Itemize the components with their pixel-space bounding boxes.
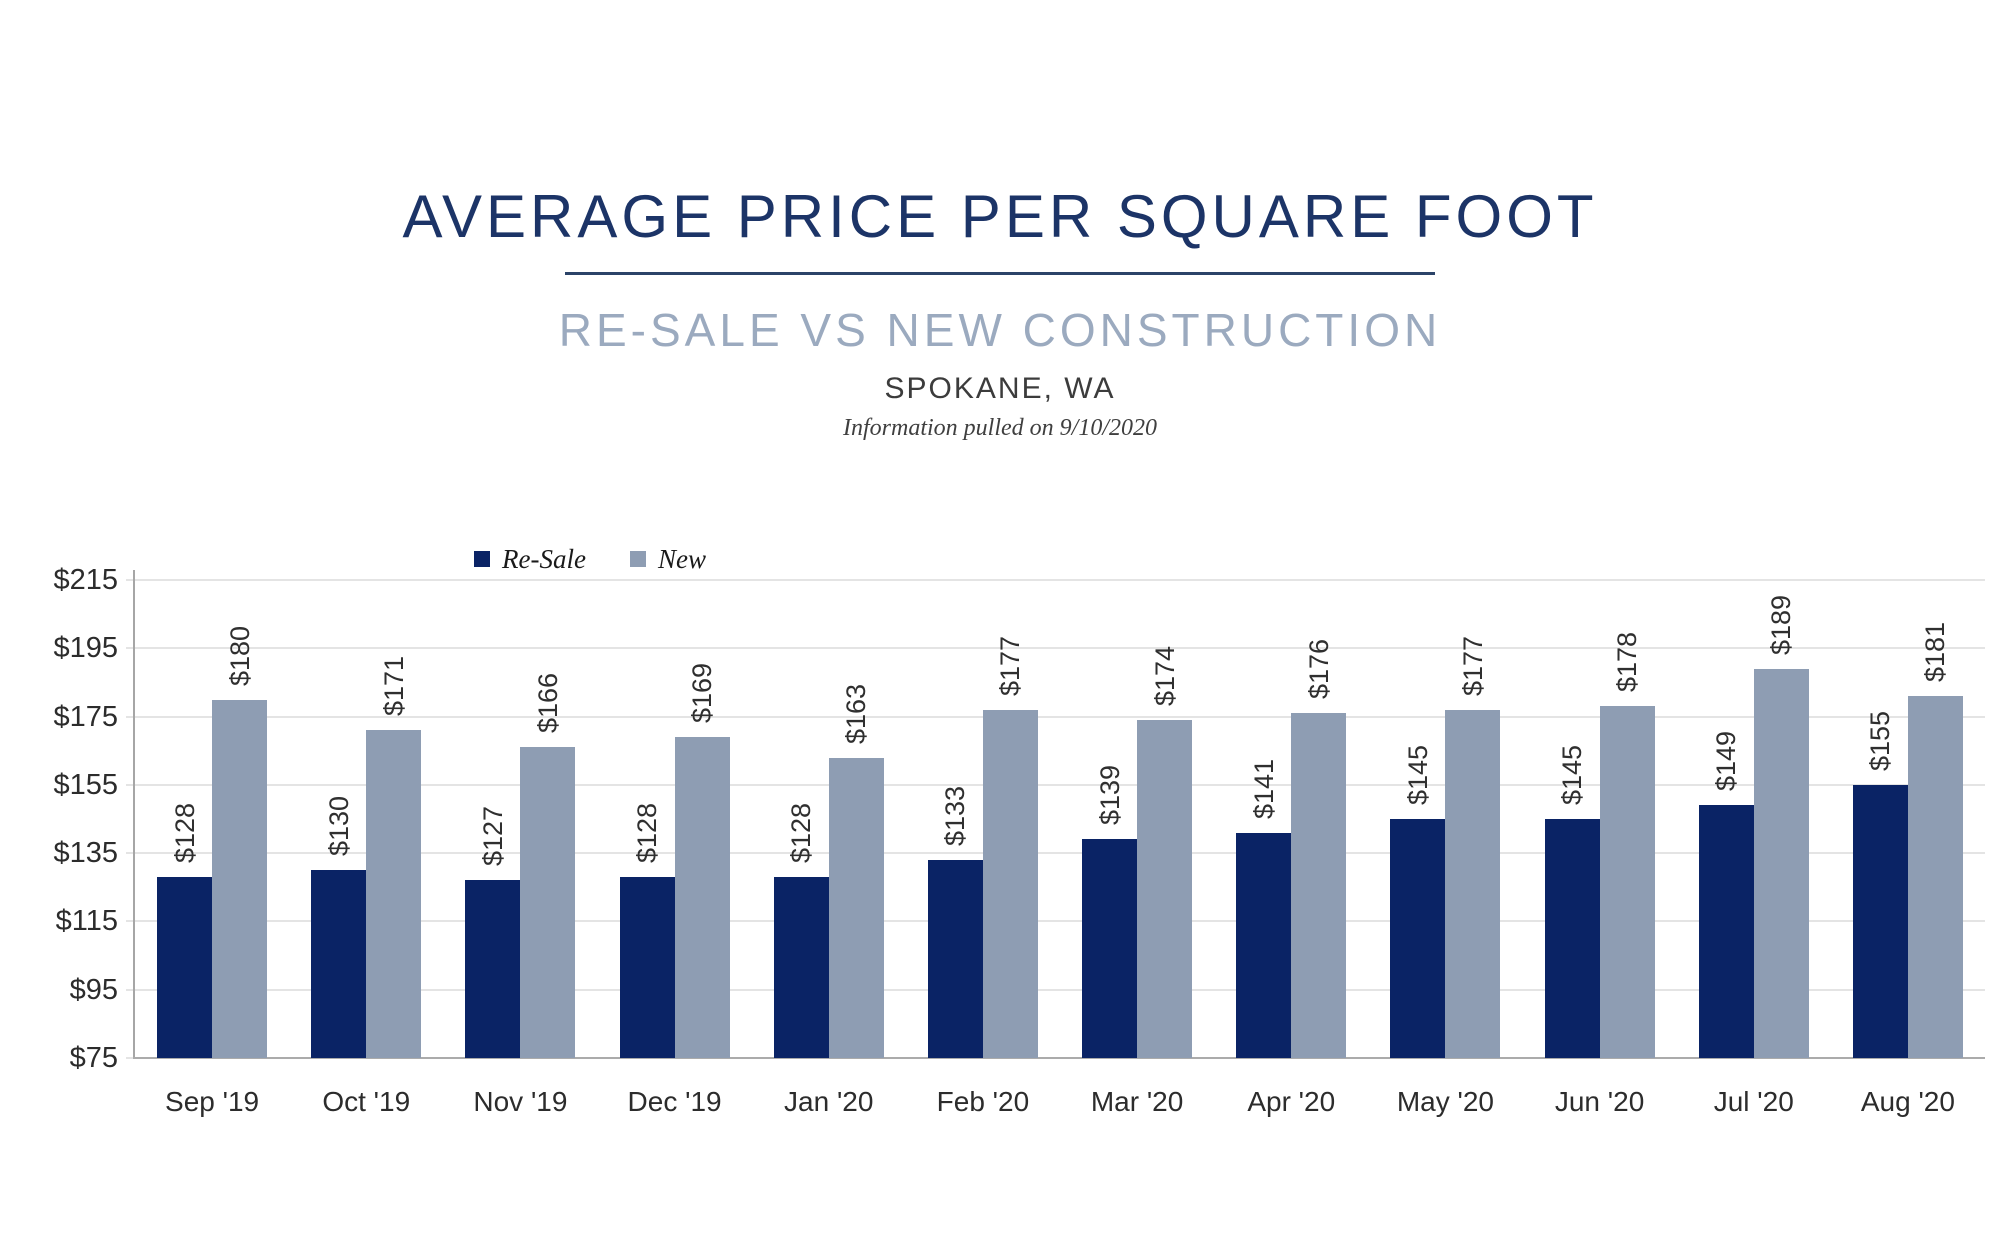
x-axis-label: Dec '19 <box>627 1086 722 1117</box>
bar-new <box>1599 706 1655 1058</box>
bar-value-label: $127 <box>477 806 508 867</box>
bar-re-sale <box>157 877 213 1058</box>
x-axis-label: Apr '20 <box>1247 1086 1336 1117</box>
bar-value-label: $189 <box>1766 594 1797 655</box>
legend-item-new: New <box>629 542 706 576</box>
bar-value-label: $166 <box>532 673 563 734</box>
y-axis-label: $95 <box>69 973 118 1006</box>
chart-title: AVERAGE PRICE PER SQUARE FOOT <box>402 183 1598 250</box>
bar-value-label: $178 <box>1612 632 1643 693</box>
legend: Re-Sale New <box>474 542 706 576</box>
y-axis-label: $155 <box>53 768 118 801</box>
bar-value-label: $171 <box>378 656 409 717</box>
bar-value-label: $128 <box>632 802 663 864</box>
grid-line <box>126 988 1985 991</box>
x-axis-label: May '20 <box>1396 1086 1494 1117</box>
bar-value-label: $174 <box>1149 645 1180 706</box>
resale-swatch-icon <box>474 551 490 567</box>
x-axis-label: Sep '19 <box>165 1086 260 1117</box>
chart-subtitle: RE-SALE VS NEW CONSTRUCTION <box>558 304 1442 356</box>
bar-value-label: $145 <box>1557 744 1588 805</box>
x-axis-label: Jun '20 <box>1554 1086 1645 1117</box>
x-axis-label: Mar '20 <box>1090 1086 1184 1117</box>
x-axis-line <box>133 1057 1985 1059</box>
grid-line <box>126 852 1985 855</box>
grid-line <box>126 920 1985 923</box>
y-axis-label: $215 <box>53 564 118 596</box>
bar-re-sale <box>619 877 675 1058</box>
bar-re-sale <box>773 877 829 1058</box>
bar-re-sale <box>927 859 983 1058</box>
bar-value-label: $155 <box>1865 710 1896 771</box>
bar-value-label: $177 <box>995 635 1026 696</box>
grid-line <box>126 579 1985 581</box>
bar-new <box>1753 668 1809 1058</box>
x-axis-label: Jul '20 <box>1713 1086 1794 1117</box>
bar-new <box>366 730 422 1058</box>
bar-value-label: $163 <box>841 683 872 744</box>
legend-label-resale: Re-Sale <box>502 544 586 574</box>
chart-location: SPOKANE, WA <box>884 372 1116 405</box>
bar-new <box>828 757 884 1058</box>
grid-line <box>126 783 1985 786</box>
bar-new <box>982 709 1038 1058</box>
bar-new <box>1445 709 1501 1058</box>
x-axis-label: Jan '20 <box>784 1086 874 1117</box>
bar-value-label: $141 <box>1248 758 1279 819</box>
bar-new <box>1907 696 1963 1058</box>
info-note: Information pulled on 9/10/2020 <box>843 415 1157 441</box>
bar-value-label: $128 <box>786 802 817 864</box>
new-swatch-icon <box>629 551 646 567</box>
bar-re-sale <box>1544 819 1600 1058</box>
grid-line <box>126 715 1985 718</box>
bar-value-label: $128 <box>169 802 200 864</box>
y-axis-label: $115 <box>55 905 118 938</box>
x-axis-label: Oct '19 <box>322 1086 411 1117</box>
y-axis-label: $135 <box>53 837 118 870</box>
bar-re-sale <box>311 870 367 1058</box>
y-axis-label: $175 <box>53 700 118 733</box>
bar-re-sale <box>1852 784 1908 1058</box>
bar-value-label: $169 <box>687 662 718 724</box>
bar-value-label: $149 <box>1711 731 1742 792</box>
bar-re-sale <box>1236 832 1292 1058</box>
bar-new <box>1137 719 1193 1058</box>
bar-value-label: $181 <box>1920 622 1951 683</box>
bar-value-label: $130 <box>323 796 354 857</box>
legend-item-resale: Re-Sale <box>474 542 586 576</box>
bar-new <box>1291 713 1347 1058</box>
bar-value-label: $139 <box>1094 765 1125 826</box>
bar-new <box>520 747 576 1058</box>
bar-re-sale <box>465 880 521 1058</box>
bar-re-sale <box>1082 839 1138 1058</box>
bar-value-label: $176 <box>1303 639 1334 700</box>
grid-line <box>126 647 1985 650</box>
x-axis-label: Aug '20 <box>1860 1086 1955 1117</box>
bar-value-label: $133 <box>940 785 971 846</box>
x-axis-label: Nov '19 <box>473 1086 568 1117</box>
y-axis-label: $195 <box>53 632 118 665</box>
y-axis-label: $75 <box>69 1042 118 1074</box>
bar-value-label: $180 <box>224 625 255 686</box>
bar-re-sale <box>1390 819 1446 1058</box>
y-axis-line <box>133 570 135 1059</box>
bar-re-sale <box>1698 805 1754 1058</box>
x-axis-label: Feb '20 <box>936 1086 1030 1117</box>
bar-value-label: $177 <box>1457 635 1488 696</box>
title-divider <box>565 272 1435 275</box>
bar-value-label: $145 <box>1402 744 1433 805</box>
bar-new <box>674 737 730 1058</box>
bar-new <box>212 699 268 1058</box>
legend-label-new: New <box>657 544 706 574</box>
